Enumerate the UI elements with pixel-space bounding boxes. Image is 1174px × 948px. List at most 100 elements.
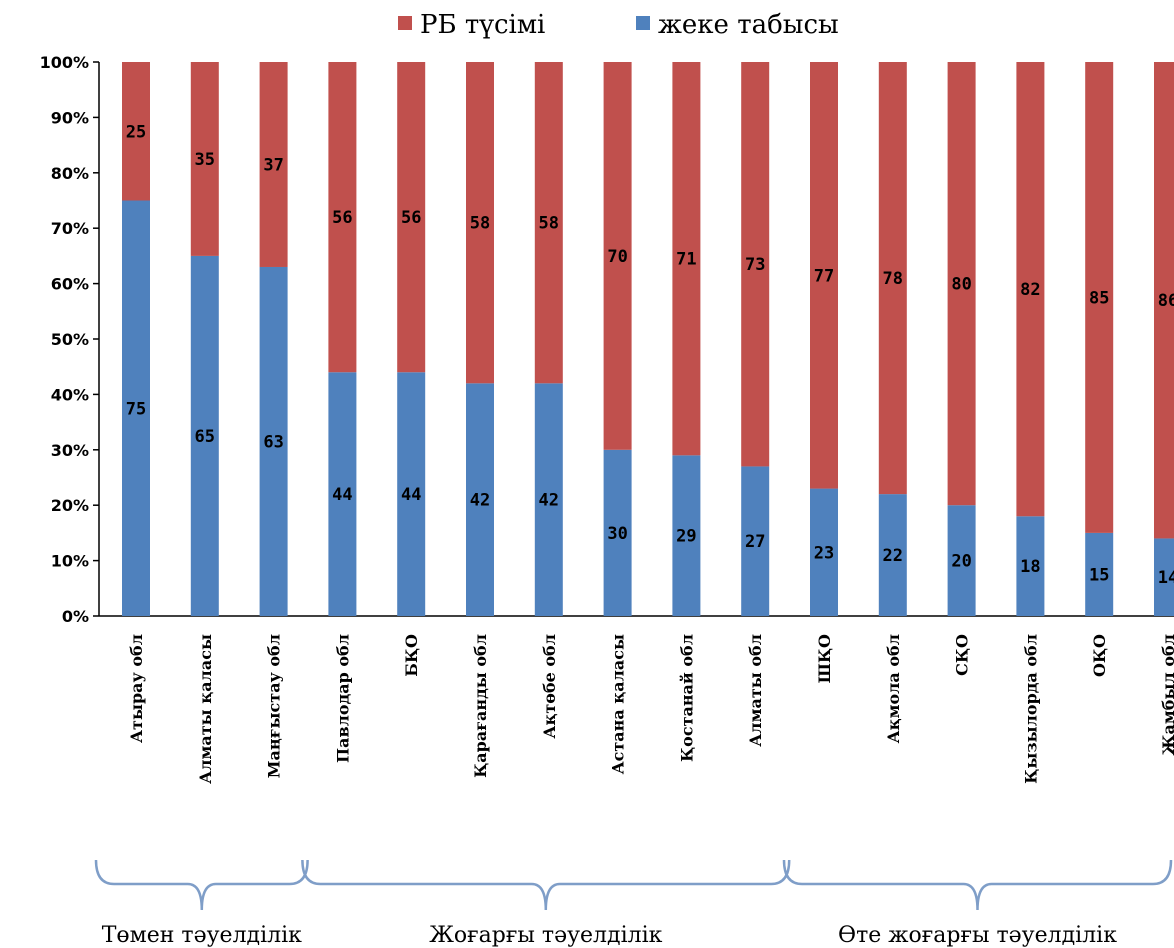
- bar-zheke: [1016, 516, 1045, 616]
- bar-rb: [1154, 62, 1174, 539]
- bars: [122, 62, 1174, 616]
- category-label: БҚО: [402, 634, 421, 677]
- category-label: ОҚО: [1090, 634, 1109, 677]
- y-tick-label: 30%: [51, 441, 89, 460]
- bar-rb: [741, 62, 770, 467]
- category-label: Павлодар обл: [333, 634, 352, 763]
- bar-zheke: [878, 494, 907, 616]
- legend: РБ түсімі жеке табысы: [398, 10, 839, 40]
- bar-rb: [328, 62, 357, 373]
- bar-zheke: [1154, 538, 1174, 616]
- group-label: Өте жоғарғы тәуелділік: [838, 923, 1117, 948]
- category-label: Жамбыл обл: [1159, 634, 1174, 755]
- bar-zheke: [672, 455, 701, 616]
- bar-zheke: [190, 255, 219, 616]
- category-label: Қызылорда обл: [1021, 634, 1040, 784]
- data-label-rb: 56: [332, 208, 352, 228]
- category-labels: Атырау обл Алматы қаласы Маңғыстау обл Павл…: [127, 634, 1174, 784]
- y-tick-label: 10%: [51, 552, 89, 571]
- bar-rb: [466, 62, 494, 384]
- bar-zheke: [741, 466, 770, 616]
- bar-rb: [1085, 62, 1114, 533]
- data-label-rb: 80: [951, 275, 971, 295]
- data-label-rb: 71: [676, 250, 696, 270]
- data-label-zheke: 30: [607, 524, 627, 544]
- data-label-zheke: 15: [1089, 565, 1109, 585]
- data-label-zheke: 65: [195, 427, 215, 447]
- data-label-rb: 70: [607, 247, 627, 267]
- category-label: Ақтөбе обл: [540, 634, 559, 739]
- bar-zheke: [603, 449, 632, 616]
- data-label-rb: 82: [1020, 280, 1040, 300]
- group-label: Төмен тәуелділік: [102, 923, 302, 948]
- bar-rb: [810, 62, 838, 489]
- y-tick-label: 20%: [51, 496, 89, 515]
- bar-rb: [1016, 62, 1045, 517]
- category-label: Қостанай обл: [677, 634, 696, 762]
- bar-zheke: [328, 372, 357, 616]
- bar-rb: [122, 62, 150, 201]
- category-label: Атырау обл: [127, 634, 146, 743]
- bar-rb: [534, 62, 563, 384]
- data-label-rb: 77: [814, 266, 834, 286]
- bar-rb: [259, 62, 288, 267]
- category-label: Астана қаласы: [609, 634, 628, 774]
- y-tick-label: 60%: [51, 275, 89, 294]
- data-label-rb: 25: [126, 122, 146, 142]
- y-tick-label: 0%: [62, 607, 89, 626]
- y-tick-label: 80%: [51, 164, 89, 183]
- data-label-rb: 56: [401, 208, 421, 228]
- y-tick-label: 90%: [51, 108, 89, 127]
- bar-rb: [878, 62, 907, 495]
- data-label-zheke: 14: [1158, 568, 1174, 588]
- data-label-zheke: 22: [883, 546, 903, 566]
- legend-label-rb: РБ түсімі: [420, 10, 545, 40]
- y-tick-label: 50%: [51, 330, 89, 349]
- bar-zheke: [1085, 532, 1114, 616]
- y-tick-label: 70%: [51, 219, 89, 238]
- category-label: ШҚО: [815, 634, 834, 683]
- data-label-zheke: 42: [470, 491, 490, 511]
- data-label-rb: 85: [1089, 288, 1109, 308]
- bar-zheke: [259, 266, 288, 616]
- group-brace: [301, 859, 791, 911]
- category-label: Алматы обл: [746, 634, 765, 747]
- data-label-rb: 78: [883, 269, 903, 289]
- data-label-rb: 86: [1158, 291, 1174, 311]
- data-labels: 75 25 65 35 63 37 44 56 44 56 42 58 42 58 30 70 29 71 27 73…: [126, 122, 1174, 588]
- bar-zheke: [534, 383, 563, 616]
- group-brace: [782, 859, 1173, 911]
- category-label: Алматы қаласы: [196, 634, 215, 784]
- bar-rb: [947, 62, 976, 506]
- bar-zheke: [397, 372, 426, 616]
- bar-zheke: [466, 383, 494, 616]
- y-tick-label: 100%: [40, 53, 89, 72]
- data-label-zheke: 44: [332, 485, 352, 505]
- axes: 0% 10% 20% 30% 40% 50% 60% 70% 80% 90% 100%: [40, 53, 1174, 626]
- bar-zheke: [947, 505, 976, 616]
- data-label-zheke: 44: [401, 485, 421, 505]
- bar-zheke: [810, 488, 838, 616]
- category-label: Қарағанды обл: [471, 634, 490, 778]
- bar-rb: [190, 62, 219, 256]
- data-label-rb: 58: [470, 214, 490, 234]
- legend-swatch-zheke: [636, 16, 650, 30]
- legend-swatch-rb: [398, 16, 412, 30]
- category-label: СҚО: [953, 634, 972, 676]
- data-label-zheke: 20: [951, 552, 971, 572]
- data-label-rb: 37: [263, 155, 283, 175]
- data-label-zheke: 23: [814, 543, 834, 563]
- data-label-rb: 58: [539, 214, 559, 234]
- y-tick-label: 40%: [51, 385, 89, 404]
- bar-rb: [397, 62, 426, 373]
- category-label: Маңғыстау обл: [265, 634, 284, 778]
- bar-rb: [603, 62, 632, 450]
- data-label-rb: 73: [745, 255, 765, 275]
- data-label-zheke: 63: [263, 432, 283, 452]
- bar-zheke: [122, 200, 150, 616]
- data-label-zheke: 42: [539, 491, 559, 511]
- group-brace: [94, 859, 309, 911]
- data-label-zheke: 29: [676, 527, 696, 547]
- group-braces: Төмен тәуелділік Жоғарғы тәуелділік Өте жо…: [94, 859, 1173, 948]
